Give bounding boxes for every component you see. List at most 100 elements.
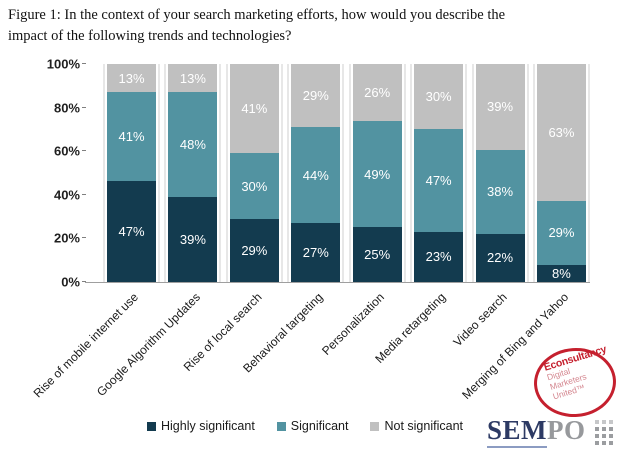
legend-swatch <box>147 421 156 431</box>
y-tick-mark <box>82 150 86 152</box>
bar-column: 63% 29% 8% <box>532 64 590 282</box>
y-tick-mark <box>82 237 86 239</box>
bars: 13% 41% 47% 13% 48% 39% 41% 30% 29% 29% 44% 27% 26% 4… <box>85 64 590 282</box>
y-tick-label: 60% <box>53 143 80 159</box>
plot-area: 13% 41% 47% 13% 48% 39% 41% 30% 29% 29% 44% 27% 26% 4… <box>85 64 590 283</box>
bar-frame-line <box>471 64 474 282</box>
bar-segment-label: 29% <box>302 88 329 104</box>
bar-segment: 27% <box>291 223 341 282</box>
bar-segment: 29% <box>536 201 586 265</box>
bar-frame-line <box>219 64 222 282</box>
bar-segment: 47% <box>107 180 156 282</box>
bar-segment: 38% <box>475 149 525 234</box>
sempo-dot <box>601 420 606 424</box>
bar-frame-line <box>164 64 167 282</box>
bar-segment: 39% <box>475 64 525 150</box>
bar-segment-label: 22% <box>487 250 514 266</box>
sempo-dot <box>601 434 606 438</box>
bar-segment-label: 30% <box>241 178 268 194</box>
legend-swatch <box>370 421 380 431</box>
sempo-dot <box>608 441 613 445</box>
sempo-dot <box>601 441 606 445</box>
bar-segment-label: 41% <box>118 128 145 144</box>
bar-frame-line <box>158 64 160 282</box>
legend-label: Not significant <box>384 419 463 433</box>
bar-frame-line <box>403 64 406 282</box>
bar-segment: 29% <box>291 64 341 128</box>
y-tick-mark <box>82 106 86 108</box>
bar-frame-line <box>103 64 105 282</box>
bar-frame-line <box>225 64 228 282</box>
bar-frame-line <box>348 64 351 282</box>
bar-segment: 48% <box>168 92 218 197</box>
bar-frame-line <box>287 64 290 282</box>
bar-segment-label: 63% <box>548 125 575 141</box>
legend-item: Not significant <box>370 419 463 433</box>
legend-item: Highly significant <box>147 419 255 433</box>
legend-swatch <box>276 421 286 431</box>
sempo-dot <box>608 420 613 424</box>
bar-segment: 30% <box>414 64 464 130</box>
bar-frame-line <box>410 64 413 282</box>
bar-segment: 22% <box>475 233 525 282</box>
bar-frame-line <box>280 64 283 282</box>
sempo-dot <box>594 441 599 445</box>
bar-segment: 41% <box>107 92 156 181</box>
bar-segment-label: 39% <box>487 99 514 115</box>
bar-column: 13% 41% 47% <box>103 64 160 282</box>
bar-segment-label: 27% <box>302 245 329 261</box>
sempo-dot <box>594 427 599 431</box>
y-tick-label: 100% <box>46 56 80 72</box>
bar-frame-line <box>465 64 468 282</box>
sempo-dot <box>608 427 613 431</box>
bar-segment-label: 41% <box>241 101 268 117</box>
bar-segment: 49% <box>352 120 402 228</box>
y-tick-label: 80% <box>53 100 80 116</box>
bar-segment-label: 44% <box>302 167 329 183</box>
bar-segment-label: 25% <box>364 247 391 263</box>
bar-segment: 63% <box>536 64 586 202</box>
bar-segment-label: 29% <box>241 242 268 258</box>
bar-segment: 39% <box>168 196 218 282</box>
bar-segment: 8% <box>536 264 586 282</box>
bar-stack: 30% 47% 23% <box>414 64 464 282</box>
bar-segment: 30% <box>229 153 279 219</box>
sempo-dots-icon <box>594 420 613 445</box>
bar-column: 13% 48% 39% <box>164 64 222 282</box>
bar-segment: 41% <box>229 64 279 154</box>
y-tick-label: 20% <box>53 230 80 246</box>
legend-label: Highly significant <box>161 419 255 433</box>
figure-title-line1: Figure 1: In the context of your search … <box>8 7 506 23</box>
bar-segment-label: 39% <box>179 231 206 247</box>
bar-segment: 47% <box>414 129 464 232</box>
bar-segment-label: 38% <box>487 184 514 200</box>
bar-segment: 13% <box>107 64 156 93</box>
sempo-logo: SEMPO <box>487 415 613 448</box>
y-tick-mark <box>82 193 86 195</box>
y-tick-mark <box>82 63 86 64</box>
sempo-logo-text: SEMPO <box>487 415 586 448</box>
figure-title: Figure 1: In the context of your search … <box>8 5 616 47</box>
legend-item: Significant <box>276 419 349 433</box>
bar-segment: 26% <box>352 64 402 121</box>
figure-title-line2: impact of the following trends and techn… <box>8 28 292 45</box>
bar-segment: 44% <box>291 127 341 224</box>
bar-stack: 26% 49% 25% <box>352 64 402 282</box>
bar-stack: 41% 30% 29% <box>229 64 279 282</box>
sempo-dot <box>601 427 606 431</box>
sempo-po: PO <box>547 415 586 445</box>
bar-segment-label: 48% <box>179 137 206 153</box>
sempo-dot <box>594 420 599 424</box>
bar-stack: 39% 38% 22% <box>475 64 525 282</box>
bar-segment-label: 26% <box>364 84 391 100</box>
sempo-sem: SEM <box>487 415 548 448</box>
bar-segment-label: 23% <box>425 249 452 265</box>
bar-stack: 63% 29% 8% <box>536 64 586 282</box>
y-axis-ticks <box>82 63 86 282</box>
bar-column: 29% 44% 27% <box>287 64 345 282</box>
bar-segment: 23% <box>414 231 464 282</box>
legend-label: Significant <box>290 419 349 433</box>
bar-segment: 25% <box>352 227 402 282</box>
legend: Highly significant Significant Not signifi… <box>85 419 525 433</box>
